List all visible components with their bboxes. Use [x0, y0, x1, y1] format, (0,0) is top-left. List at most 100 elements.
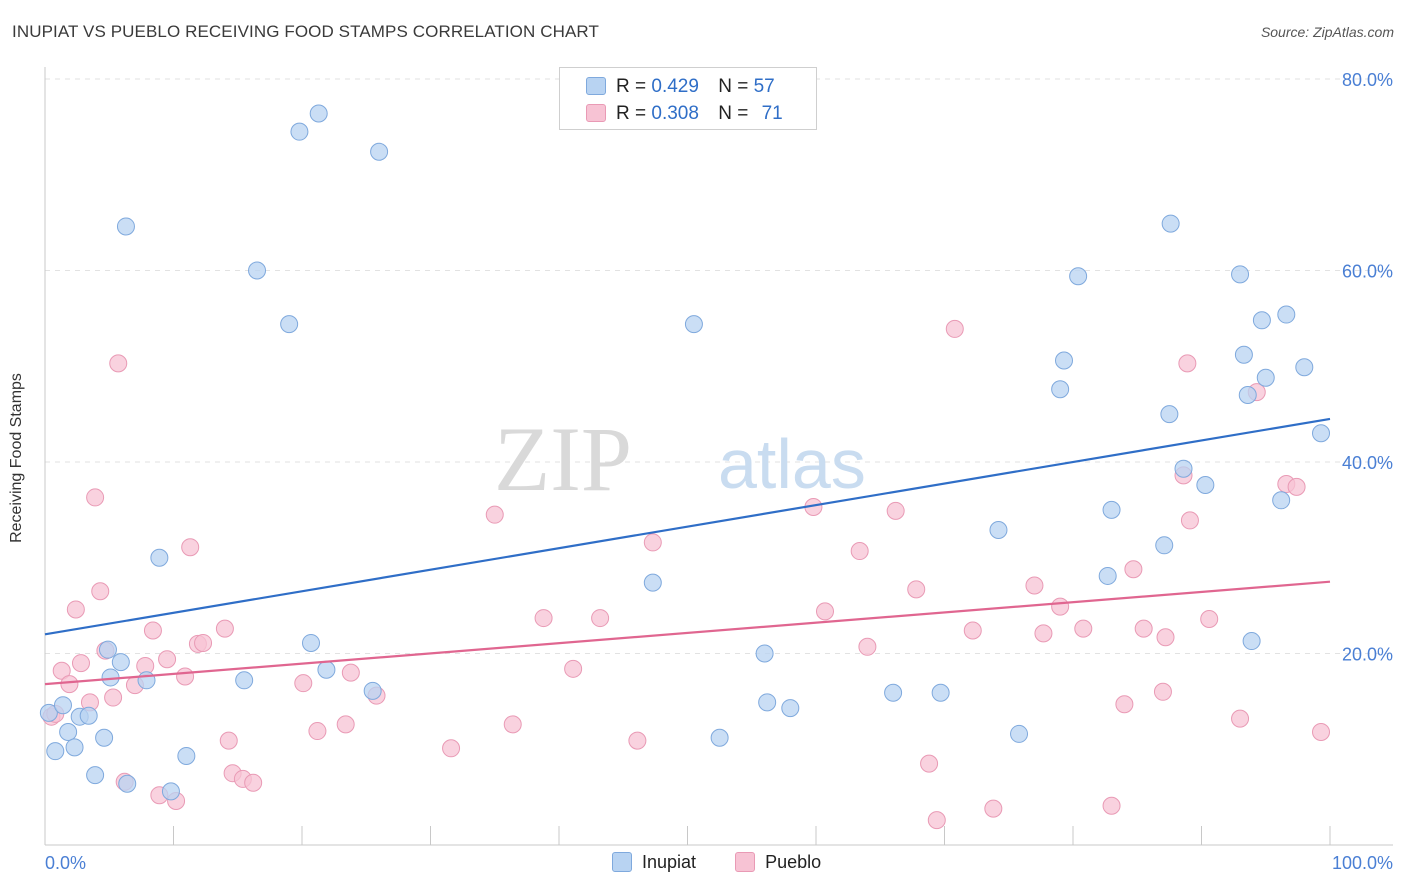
- pueblo-point: [1115, 695, 1134, 714]
- inupiat-point: [1051, 380, 1070, 399]
- inupiat-point: [95, 728, 114, 747]
- inupiat-point: [116, 217, 135, 236]
- inupiat-point: [1055, 351, 1074, 370]
- trend-line-pueblo: [44, 580, 1331, 686]
- legend-label-inupiat: Inupiat: [642, 852, 697, 872]
- trend-lines: [44, 417, 1331, 686]
- pueblo-point: [109, 354, 128, 373]
- inupiat-point: [98, 640, 117, 659]
- pueblo-point: [815, 602, 834, 621]
- inupiat-point: [79, 706, 98, 725]
- inupiat-point: [1196, 475, 1215, 494]
- pueblo-point: [1180, 511, 1199, 530]
- x-tick-label: 0.0%: [45, 853, 86, 873]
- pueblo-point: [1178, 354, 1197, 373]
- y-tick-label: 40.0%: [1342, 453, 1393, 473]
- inupiat-point: [758, 693, 777, 712]
- n-value-inupiat: 57: [753, 76, 775, 97]
- inupiat-point: [150, 548, 169, 567]
- inupiat-point: [1256, 368, 1275, 387]
- inupiat-point: [1174, 459, 1193, 478]
- inupiat-point: [248, 261, 267, 280]
- pueblo-swatch: [735, 852, 756, 872]
- pueblo-point: [1102, 796, 1121, 815]
- n-label: N =: [718, 103, 749, 124]
- r-label: R =: [616, 103, 647, 124]
- pueblo-point: [66, 600, 85, 619]
- n-label: N =: [718, 76, 749, 97]
- inupiat-point: [290, 122, 309, 141]
- pueblo-point: [1051, 597, 1070, 616]
- legend-item-pueblo[interactable]: Pueblo: [735, 852, 821, 873]
- pueblo-point: [336, 715, 355, 734]
- legend-row-inupiat: R = 0.429 N = 57: [586, 76, 775, 98]
- inupiat-point: [1312, 424, 1331, 443]
- series-pueblo: [42, 319, 1331, 830]
- inupiat-point: [86, 766, 105, 785]
- inupiat-point: [1231, 265, 1250, 284]
- pueblo-point: [442, 739, 461, 758]
- inupiat-point: [309, 104, 328, 123]
- pueblo-point: [1134, 619, 1153, 638]
- pueblo-point: [219, 731, 238, 750]
- y-tick-label: 20.0%: [1342, 645, 1393, 665]
- inupiat-point: [235, 671, 254, 690]
- watermark-zip: ZIP: [494, 408, 632, 510]
- pueblo-point: [294, 674, 313, 693]
- pueblo-point: [143, 621, 162, 640]
- inupiat-swatch: [586, 77, 606, 95]
- pueblo-point: [1200, 610, 1219, 629]
- inupiat-point: [1010, 724, 1029, 743]
- pueblo-point: [886, 501, 905, 520]
- inupiat-point: [53, 696, 72, 715]
- pueblo-point: [945, 319, 964, 338]
- inupiat-point: [989, 520, 1008, 539]
- chart-title: INUPIAT VS PUEBLO RECEIVING FOOD STAMPS …: [12, 22, 599, 41]
- inupiat-point: [1102, 500, 1121, 519]
- pueblo-point: [215, 619, 234, 638]
- y-tick-label: 80.0%: [1342, 70, 1393, 90]
- x-tick-label: 100.0%: [1332, 853, 1393, 873]
- inupiat-point: [118, 774, 137, 793]
- pueblo-point: [104, 688, 123, 707]
- legend-item-inupiat[interactable]: Inupiat: [612, 852, 696, 873]
- pueblo-point: [564, 659, 583, 678]
- inupiat-point: [137, 671, 156, 690]
- correlation-legend: R = 0.429 N = 57 R = 0.308 N = 71: [559, 67, 817, 130]
- watermark-atlas: atlas: [718, 425, 866, 503]
- inupiat-point: [46, 742, 65, 761]
- pueblo-point: [503, 715, 522, 734]
- r-label: R =: [616, 76, 647, 97]
- inupiat-point: [65, 738, 84, 757]
- pueblo-point: [1231, 709, 1250, 728]
- inupiat-point: [1238, 385, 1257, 404]
- inupiat-point: [59, 723, 78, 742]
- inupiat-point: [280, 315, 299, 334]
- pueblo-point: [86, 488, 105, 507]
- source-label: Source: ZipAtlas.com: [1260, 24, 1394, 40]
- pueblo-point: [1312, 723, 1331, 742]
- pueblo-point: [1025, 576, 1044, 595]
- pueblo-point: [176, 667, 195, 686]
- series-legend: Inupiat Pueblo: [612, 852, 855, 873]
- inupiat-point: [684, 315, 703, 334]
- inupiat-point: [1160, 405, 1179, 424]
- pueblo-point: [71, 654, 90, 673]
- pueblo-point: [60, 675, 79, 694]
- pueblo-point: [244, 773, 263, 792]
- pueblo-point: [181, 538, 200, 557]
- inupiat-point: [1161, 214, 1180, 233]
- inupiat-point: [1272, 491, 1291, 510]
- tick-labels: 20.0% 40.0% 60.0% 80.0% 0.0% 100.0%: [45, 70, 1393, 873]
- pueblo-point: [485, 505, 504, 524]
- pueblo-point: [308, 722, 327, 741]
- pueblo-point: [850, 542, 869, 561]
- trend-line-inupiat: [44, 417, 1331, 636]
- inupiat-point: [111, 653, 130, 672]
- pueblo-point: [158, 650, 177, 669]
- inupiat-point: [363, 681, 382, 700]
- pueblo-point: [1034, 624, 1053, 643]
- r-value-pueblo: 0.308: [651, 103, 699, 124]
- pueblo-point: [341, 663, 360, 682]
